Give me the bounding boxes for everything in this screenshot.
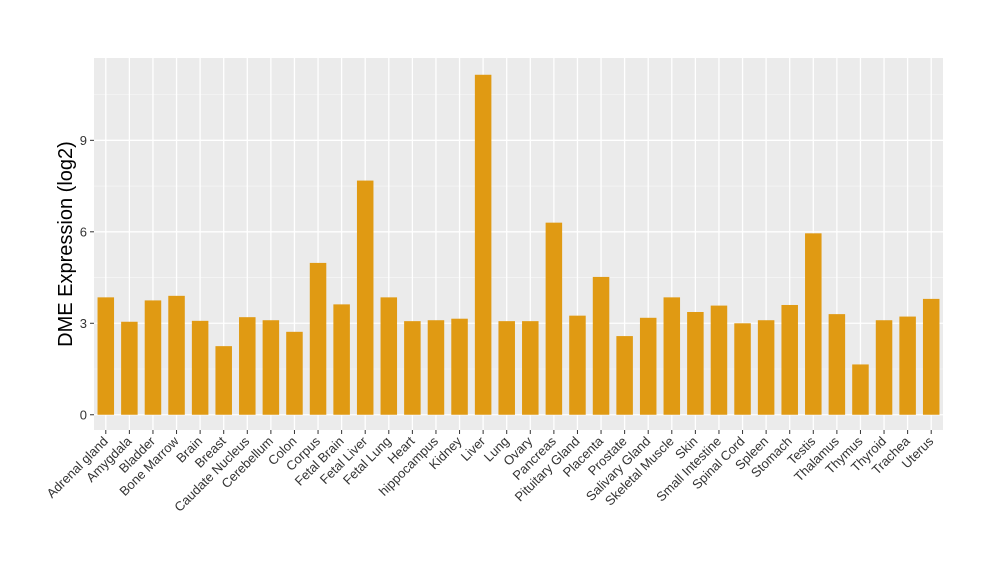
bar (474, 74, 492, 415)
bar (97, 297, 115, 415)
bar (781, 304, 798, 415)
bar (522, 321, 539, 415)
bar (852, 364, 869, 415)
bar (404, 321, 421, 415)
bar (828, 314, 846, 415)
bar (239, 317, 256, 415)
y-tick-label: 3 (80, 316, 87, 331)
bar (333, 304, 350, 415)
y-tick-label: 6 (80, 224, 87, 239)
y-axis: 0 3 6 9 (80, 133, 94, 422)
bar (121, 321, 138, 415)
bar (922, 298, 940, 415)
bar (498, 321, 515, 415)
x-tick-label: Liver (458, 433, 489, 464)
bar (309, 262, 327, 415)
bar (757, 320, 775, 415)
bar (168, 295, 185, 415)
bar (805, 233, 822, 415)
bar (592, 276, 610, 415)
y-axis-title: DME Expression (log2) (55, 141, 77, 347)
bar (710, 305, 728, 415)
bar (639, 317, 657, 415)
bar (144, 300, 162, 415)
bars (97, 74, 940, 415)
bar (734, 323, 751, 415)
bar (663, 297, 681, 415)
y-tick-label: 9 (80, 133, 87, 148)
bar (286, 331, 303, 415)
y-tick-label: 0 (80, 407, 87, 422)
bar (427, 320, 445, 415)
plot-panel (94, 58, 943, 430)
bar (451, 318, 468, 415)
bar (687, 311, 704, 415)
bar (191, 320, 209, 415)
bar (356, 180, 374, 415)
bar (380, 297, 398, 415)
bar (215, 346, 232, 415)
bar (545, 222, 563, 415)
bar (899, 316, 916, 415)
bar (262, 320, 280, 415)
bar (569, 315, 586, 415)
bar (616, 336, 633, 415)
bar (875, 320, 893, 415)
